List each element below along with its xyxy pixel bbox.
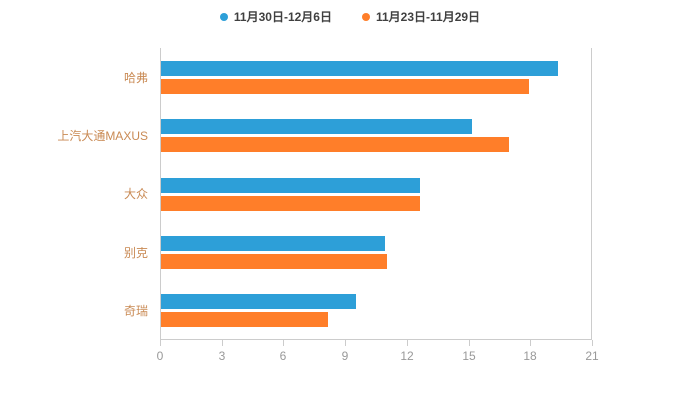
bar xyxy=(161,195,420,211)
category-label: 大众 xyxy=(123,187,148,202)
x-axis-tick xyxy=(407,340,408,346)
bar xyxy=(161,294,356,310)
category-label: 奇瑞 xyxy=(123,304,148,319)
bar xyxy=(161,119,472,135)
x-axis-tick-label: 12 xyxy=(400,349,414,363)
legend-label: 11月23日-11月29日 xyxy=(375,10,481,24)
legend-item[interactable]: 11月30日-12月6日 xyxy=(219,8,332,25)
legend-dot-icon xyxy=(219,12,228,21)
legend-label: 11月30日-12月6日 xyxy=(233,10,332,24)
x-axis-tick-label: 21 xyxy=(585,349,599,363)
bar xyxy=(161,78,529,94)
bar xyxy=(161,177,420,193)
x-axis-tick-label: 0 xyxy=(156,349,164,363)
plot-area xyxy=(160,48,592,340)
x-axis-tick xyxy=(530,340,531,346)
category-label: 上汽大通MAXUS xyxy=(57,129,148,144)
x-axis-tick xyxy=(592,340,593,346)
bar xyxy=(161,137,509,153)
legend-dot-icon xyxy=(361,12,370,21)
x-axis-tick xyxy=(160,340,161,346)
x-axis-tick-label: 3 xyxy=(218,349,226,363)
x-axis-tick xyxy=(222,340,223,346)
x-axis-tick-label: 9 xyxy=(341,349,349,363)
bar xyxy=(161,253,387,269)
x-axis-tick-label: 15 xyxy=(462,349,476,363)
x-axis-tick-label: 18 xyxy=(523,349,537,363)
bar xyxy=(161,235,385,251)
bar xyxy=(161,312,328,328)
bar xyxy=(161,60,558,76)
x-axis-tick xyxy=(345,340,346,346)
x-axis-tick-label: 6 xyxy=(279,349,287,363)
legend: 11月30日-12月6日 11月23日-11月29日 xyxy=(0,8,700,25)
x-axis-tick xyxy=(283,340,284,346)
legend-item[interactable]: 11月23日-11月29日 xyxy=(361,8,481,25)
x-axis-tick xyxy=(469,340,470,346)
category-label: 别克 xyxy=(123,245,148,260)
category-label: 哈弗 xyxy=(123,70,148,85)
